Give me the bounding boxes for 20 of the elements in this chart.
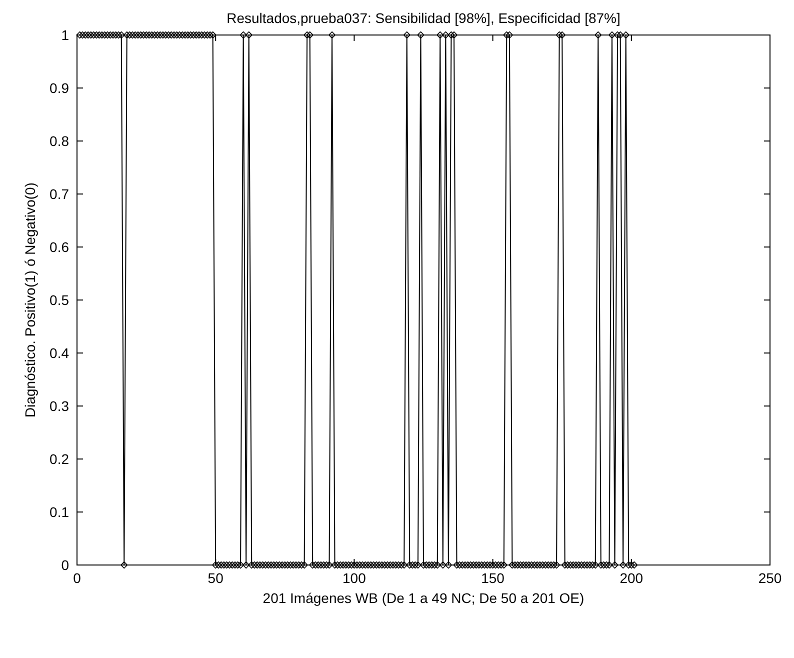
x-tick-label: 150 xyxy=(481,570,505,586)
chart-title: Resultados,prueba037: Sensibilidad [98%], Especificidad [87%] xyxy=(226,10,620,26)
x-tick-label: 250 xyxy=(758,570,782,586)
x-tick-label: 50 xyxy=(208,570,224,586)
x-tick-label: 0 xyxy=(73,570,82,586)
y-tick-label: 0 xyxy=(61,556,70,573)
x-tick-label: 100 xyxy=(342,570,366,586)
y-tick-label: 0.1 xyxy=(50,504,70,520)
y-tick-label: 0.5 xyxy=(50,292,70,308)
y-tick-label: 0.9 xyxy=(50,80,70,96)
y-tick-label: 1 xyxy=(61,26,70,43)
y-tick-label: 0.2 xyxy=(50,450,70,467)
y-axis-title: Diagnóstico. Positivo(1) ó Negativo(0) xyxy=(22,182,38,418)
x-axis-title: 201 Imágenes WB (De 1 a 49 NC; De 50 a 201 OE) xyxy=(262,590,584,606)
y-tick-label: 0.7 xyxy=(50,186,70,202)
x-tick-label: 200 xyxy=(620,570,644,586)
y-tick-label: 0.4 xyxy=(50,344,70,361)
y-tick-label: 0.8 xyxy=(50,132,70,149)
y-tick-label: 0.3 xyxy=(50,398,70,414)
y-tick-label: 0.6 xyxy=(50,238,70,255)
